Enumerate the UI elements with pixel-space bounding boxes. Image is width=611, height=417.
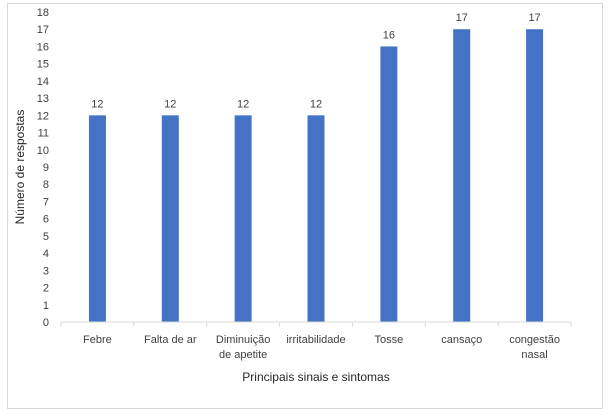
y-tick-label: 8 [43,179,49,191]
x-tick-label: Falta de ar [144,334,197,346]
y-tick-label: 17 [37,24,49,36]
y-tick-label: 11 [38,128,49,140]
chart-frame [7,3,603,409]
y-tick-label: 1 [43,300,49,312]
y-tick-label: 2 [43,283,49,295]
x-tick-label-line: congestão [509,334,560,346]
y-tick-label: 3 [43,265,49,277]
y-tick-label: 14 [37,76,49,88]
data-label: 12 [237,98,249,110]
data-labels: 12 12 12 12 16 17 17 [91,12,540,110]
data-label: 16 [383,29,395,41]
x-tick-label: cansaço [441,334,482,346]
bar [234,115,252,322]
x-tick-label: Diminuição de apetite [216,334,270,361]
y-tick-label: 15 [37,59,49,71]
bars [88,29,544,322]
y-tick-label: 10 [37,145,49,157]
bar [380,46,398,322]
y-tick-label: 16 [37,41,49,53]
bar [307,115,325,322]
y-axis-title: Número de respostas [13,110,27,225]
x-tick-label-line: de apetite [219,349,267,361]
x-tick-label: Tosse [374,334,403,346]
x-axis-title: Principais sinais e sintomas [242,370,389,384]
x-tick-label-line: Diminuição [216,334,270,346]
y-tick-label: 9 [43,162,49,174]
y-tick-label: 6 [43,214,49,226]
data-label: 17 [528,12,540,24]
x-tick-label: congestão nasal [509,334,560,361]
y-tick-label: 12 [37,110,49,122]
x-tick-label: irritabilidade [286,334,345,346]
bar [453,29,471,322]
bar [88,115,106,322]
x-tick-label-line: Falta de ar [144,334,197,346]
data-label: 12 [310,98,322,110]
data-label: 12 [91,98,103,110]
bar [526,29,544,322]
x-axis-tick-labels: Febre Falta de ar Diminuição de apetite irri… [60,322,572,361]
bar [161,115,179,322]
y-tick-label: 4 [43,248,49,260]
x-tick-label-line: irritabilidade [286,334,345,346]
x-tick-label-line: nasal [521,349,547,361]
data-label: 17 [456,12,468,24]
x-tick-label-line: Febre [83,334,112,346]
y-tick-label: 5 [43,231,49,243]
y-tick-label: 7 [43,196,49,208]
y-tick-label: 13 [37,93,49,105]
y-tick-label: 0 [43,317,49,329]
x-tick-label-line: cansaço [441,334,482,346]
x-tick-label: Febre [83,334,112,346]
data-label: 12 [164,98,176,110]
y-tick-label: 18 [37,7,49,19]
x-tick-label-line: Tosse [374,334,403,346]
